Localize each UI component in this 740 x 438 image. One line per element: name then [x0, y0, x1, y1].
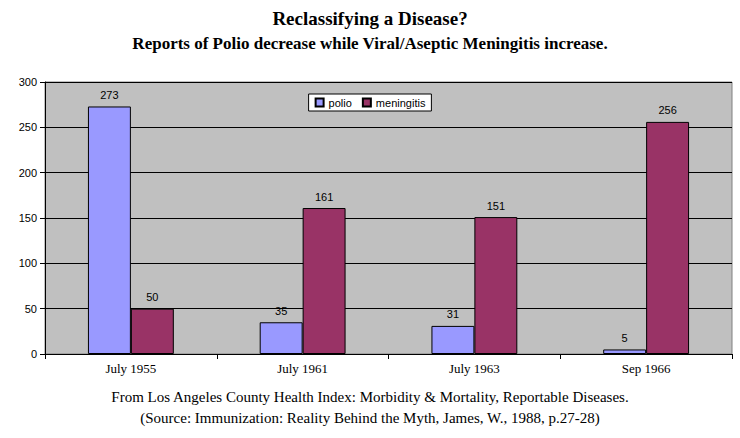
svg-text:0: 0 [31, 348, 37, 360]
svg-text:200: 200 [19, 167, 37, 179]
svg-text:273: 273 [100, 89, 118, 101]
svg-text:July 1955: July 1955 [105, 361, 156, 376]
svg-text:July 1963: July 1963 [449, 361, 500, 376]
svg-text:From Los Angeles County Health: From Los Angeles County Health Index: Mo… [111, 389, 628, 405]
svg-text:151: 151 [487, 200, 505, 212]
svg-text:31: 31 [447, 308, 459, 320]
svg-text:Reclassifying a Disease?: Reclassifying a Disease? [272, 8, 467, 29]
svg-text:meningitis: meningitis [376, 97, 426, 109]
svg-text:5: 5 [622, 332, 628, 344]
svg-text:256: 256 [658, 104, 676, 116]
svg-text:250: 250 [19, 121, 37, 133]
svg-text:35: 35 [275, 305, 287, 317]
svg-text:161: 161 [315, 191, 333, 203]
svg-text:50: 50 [146, 291, 158, 303]
svg-text:July 1961: July 1961 [277, 361, 328, 376]
svg-text:Reports of Polio decrease whil: Reports of Polio decrease while Viral/As… [132, 34, 607, 53]
svg-text:100: 100 [19, 257, 37, 269]
svg-text:300: 300 [19, 76, 37, 88]
svg-text:50: 50 [25, 303, 37, 315]
svg-text:polio: polio [329, 97, 352, 109]
svg-text:150: 150 [19, 212, 37, 224]
svg-text:Sep 1966: Sep 1966 [622, 361, 671, 376]
svg-text:(Source: Immunization: Reality: (Source: Immunization: Reality Behind th… [140, 410, 600, 427]
